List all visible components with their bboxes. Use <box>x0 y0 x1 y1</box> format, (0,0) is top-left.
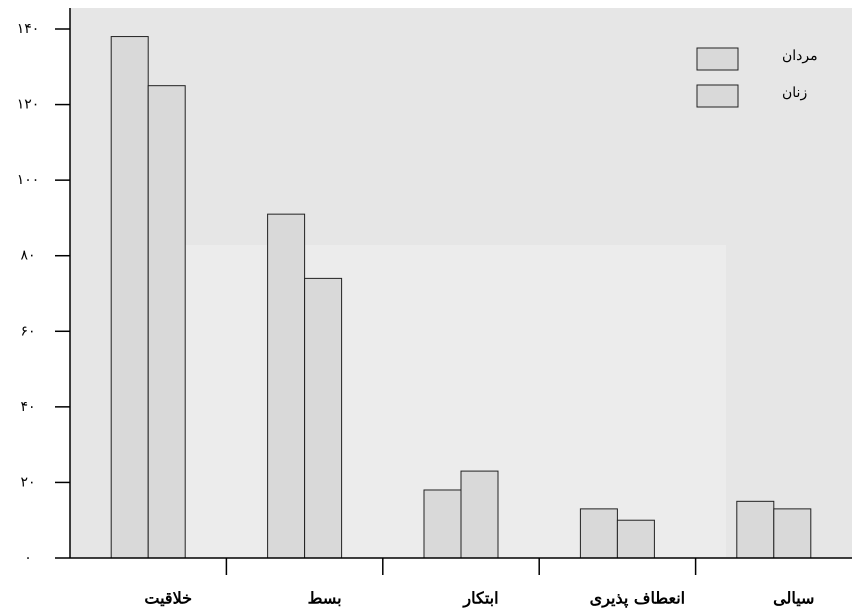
x-tick-label: انعطاف پذیری <box>590 589 685 609</box>
bar <box>736 500 775 559</box>
legend-swatch <box>696 47 739 71</box>
bar <box>460 470 499 559</box>
y-tick-label: ۱۰۰ <box>17 172 40 188</box>
bar <box>616 519 655 559</box>
bar <box>423 489 462 559</box>
y-tick-label: ۴۰ <box>20 399 35 415</box>
bar <box>773 508 812 559</box>
legend-label: مردان <box>782 48 818 64</box>
bar <box>110 36 149 559</box>
y-tick-label: ۲۰ <box>20 474 35 490</box>
y-tick-label: ۱۴۰ <box>17 21 40 37</box>
x-tick-label: ابتکار <box>462 589 498 609</box>
bar <box>579 508 618 559</box>
y-tick-label: ۰ <box>24 550 32 566</box>
x-tick-label: بسط <box>308 589 342 608</box>
x-tick-label: خلاقیت <box>144 589 192 608</box>
legend-swatch <box>696 84 739 108</box>
y-tick-label: ۶۰ <box>20 323 35 339</box>
legend-label: زنان <box>782 85 807 101</box>
y-tick-label: ۸۰ <box>20 248 35 264</box>
bar <box>267 213 306 559</box>
bar <box>147 85 186 559</box>
y-tick-label: ۱۲۰ <box>17 97 40 113</box>
x-tick-label: سیالی <box>773 589 814 608</box>
bar <box>304 277 343 559</box>
